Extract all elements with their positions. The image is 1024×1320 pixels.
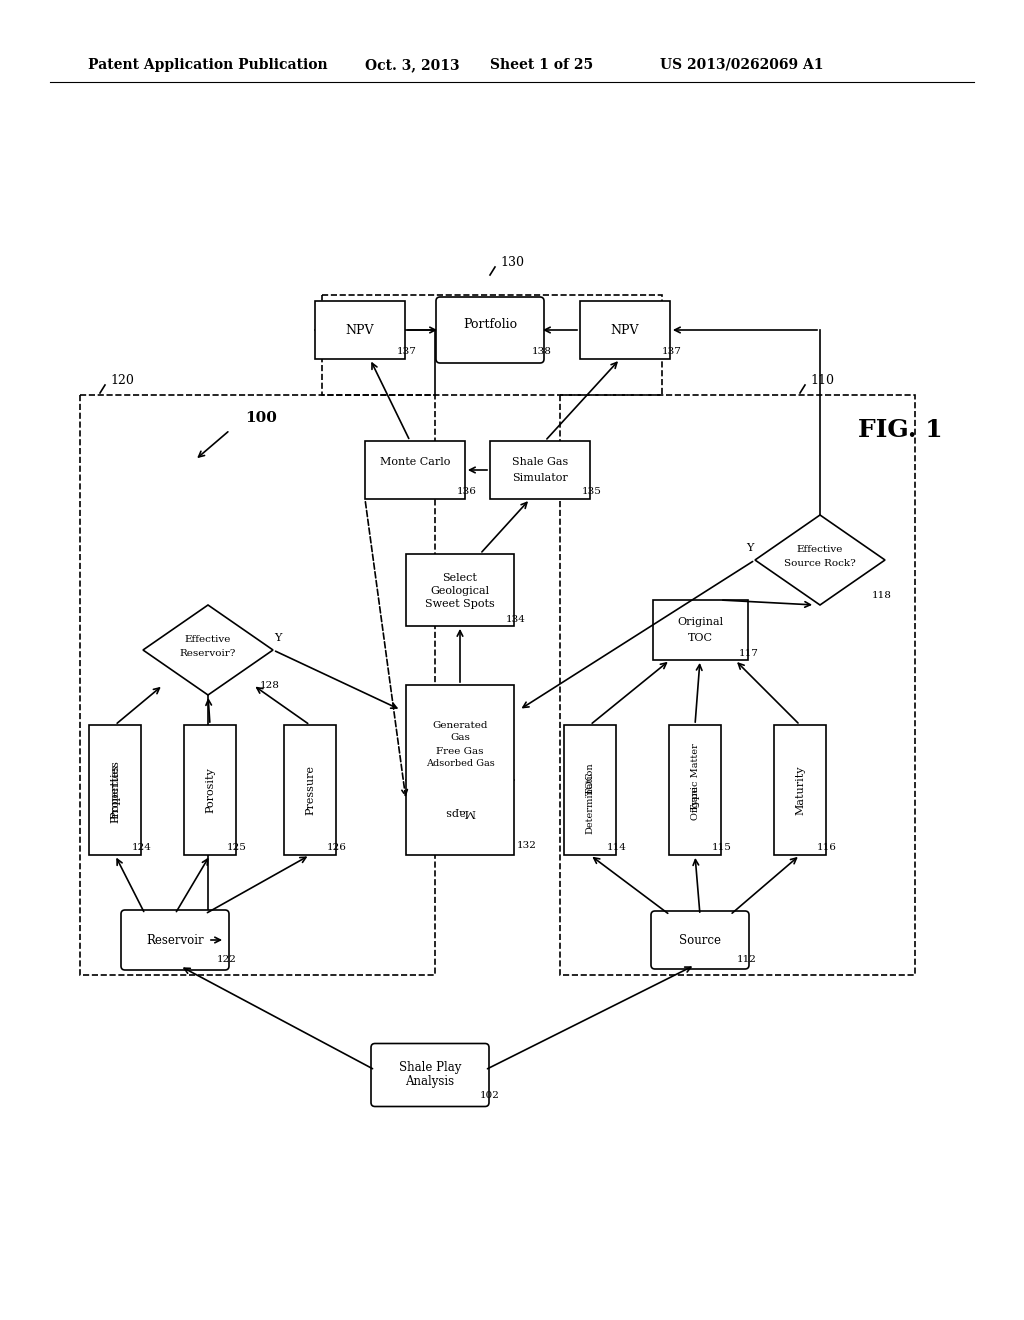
Text: Source Rock?: Source Rock? bbox=[784, 558, 856, 568]
FancyBboxPatch shape bbox=[89, 725, 141, 855]
Text: Monte Carlo: Monte Carlo bbox=[380, 457, 451, 467]
Text: Analysis: Analysis bbox=[406, 1076, 455, 1089]
FancyBboxPatch shape bbox=[315, 301, 406, 359]
Text: 117: 117 bbox=[739, 648, 759, 657]
Text: Select: Select bbox=[442, 573, 477, 583]
Text: Reservoir?: Reservoir? bbox=[180, 648, 237, 657]
Text: 135: 135 bbox=[582, 487, 602, 496]
Text: Sheet 1 of 25: Sheet 1 of 25 bbox=[490, 58, 593, 73]
Text: 132: 132 bbox=[517, 841, 537, 850]
Text: Y: Y bbox=[746, 543, 754, 553]
FancyBboxPatch shape bbox=[406, 685, 514, 855]
Text: Properties: Properties bbox=[110, 760, 120, 820]
Text: Y: Y bbox=[274, 634, 282, 643]
Text: 138: 138 bbox=[532, 347, 552, 356]
Text: Source: Source bbox=[679, 933, 721, 946]
FancyBboxPatch shape bbox=[284, 725, 336, 855]
FancyBboxPatch shape bbox=[564, 725, 616, 855]
Text: 112: 112 bbox=[737, 956, 757, 965]
Text: 120: 120 bbox=[110, 375, 134, 388]
Text: NPV: NPV bbox=[610, 323, 639, 337]
Text: 118: 118 bbox=[872, 590, 892, 599]
Text: 115: 115 bbox=[712, 842, 732, 851]
Polygon shape bbox=[143, 605, 273, 696]
Text: Patent Application Publication: Patent Application Publication bbox=[88, 58, 328, 73]
Text: NPV: NPV bbox=[346, 323, 374, 337]
Text: Geological: Geological bbox=[430, 586, 489, 597]
Text: Porosity: Porosity bbox=[205, 767, 215, 813]
Text: 124: 124 bbox=[132, 842, 152, 851]
Text: 114: 114 bbox=[607, 842, 627, 851]
Bar bbox=[80, 395, 435, 975]
FancyBboxPatch shape bbox=[669, 725, 721, 855]
Text: TOC: TOC bbox=[586, 771, 595, 795]
Text: 116: 116 bbox=[817, 842, 837, 851]
Text: 134: 134 bbox=[506, 615, 526, 624]
Text: Free Gas: Free Gas bbox=[436, 747, 483, 755]
Text: Reservoir: Reservoir bbox=[146, 933, 204, 946]
Text: 110: 110 bbox=[810, 375, 834, 388]
Text: 125: 125 bbox=[227, 842, 247, 851]
FancyBboxPatch shape bbox=[490, 441, 590, 499]
Text: 130: 130 bbox=[500, 256, 524, 269]
FancyBboxPatch shape bbox=[365, 441, 465, 499]
Text: Effective: Effective bbox=[797, 545, 843, 554]
Text: Original: Original bbox=[677, 616, 723, 627]
FancyBboxPatch shape bbox=[436, 297, 544, 363]
FancyBboxPatch shape bbox=[406, 554, 514, 626]
Text: Determination: Determination bbox=[586, 762, 595, 834]
Text: 137: 137 bbox=[397, 347, 417, 356]
Text: Shale Play: Shale Play bbox=[398, 1061, 461, 1074]
Bar bbox=[322, 294, 662, 395]
Text: Simulator: Simulator bbox=[512, 473, 568, 483]
Text: FIG. 1: FIG. 1 bbox=[858, 418, 942, 442]
Text: 128: 128 bbox=[260, 681, 280, 689]
FancyBboxPatch shape bbox=[184, 725, 236, 855]
Polygon shape bbox=[755, 515, 885, 605]
FancyBboxPatch shape bbox=[652, 601, 748, 660]
Text: Shale Gas: Shale Gas bbox=[512, 457, 568, 467]
Text: US 2013/0262069 A1: US 2013/0262069 A1 bbox=[660, 58, 823, 73]
Text: Adsorbed Gas: Adsorbed Gas bbox=[426, 759, 495, 768]
Text: 102: 102 bbox=[480, 1090, 500, 1100]
Text: 126: 126 bbox=[327, 842, 347, 851]
Text: Organic Matter: Organic Matter bbox=[690, 743, 699, 820]
Bar bbox=[560, 395, 915, 975]
Text: Effective: Effective bbox=[184, 635, 231, 644]
Text: TOC: TOC bbox=[687, 634, 713, 643]
Text: Maturity: Maturity bbox=[795, 766, 805, 814]
FancyBboxPatch shape bbox=[371, 1044, 489, 1106]
Text: Gas: Gas bbox=[451, 734, 470, 742]
Text: 100: 100 bbox=[245, 411, 276, 425]
FancyBboxPatch shape bbox=[651, 911, 749, 969]
FancyBboxPatch shape bbox=[774, 725, 826, 855]
Text: 122: 122 bbox=[217, 956, 237, 965]
Text: Portfolio: Portfolio bbox=[463, 318, 517, 331]
Text: Oct. 3, 2013: Oct. 3, 2013 bbox=[365, 58, 460, 73]
Text: Properties: Properties bbox=[110, 764, 120, 824]
Text: Maps: Maps bbox=[444, 807, 475, 817]
Text: Generated: Generated bbox=[432, 721, 487, 730]
FancyBboxPatch shape bbox=[121, 909, 229, 970]
FancyBboxPatch shape bbox=[580, 301, 670, 359]
Text: Sweet Spots: Sweet Spots bbox=[425, 599, 495, 609]
Text: Type: Type bbox=[690, 785, 699, 810]
Text: Pressure: Pressure bbox=[305, 766, 315, 814]
Text: 137: 137 bbox=[663, 347, 682, 356]
Text: 136: 136 bbox=[457, 487, 477, 496]
